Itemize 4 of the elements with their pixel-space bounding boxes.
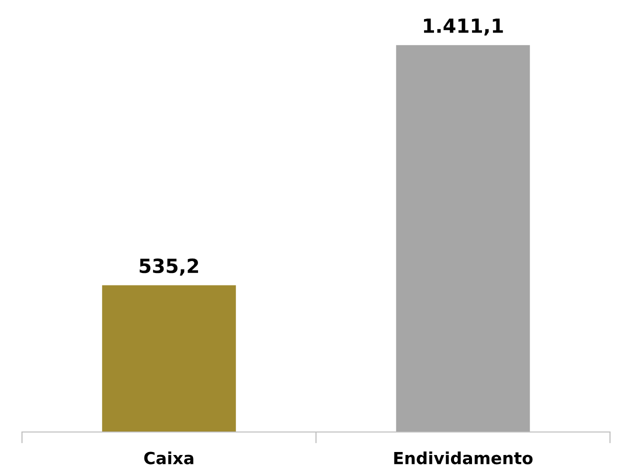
x-tick-label: Endividamento bbox=[394, 451, 533, 464]
data-label: 1.411,1 bbox=[424, 18, 503, 36]
x-tick-label: Caixa bbox=[144, 451, 194, 464]
data-label: 535,2 bbox=[140, 258, 198, 276]
